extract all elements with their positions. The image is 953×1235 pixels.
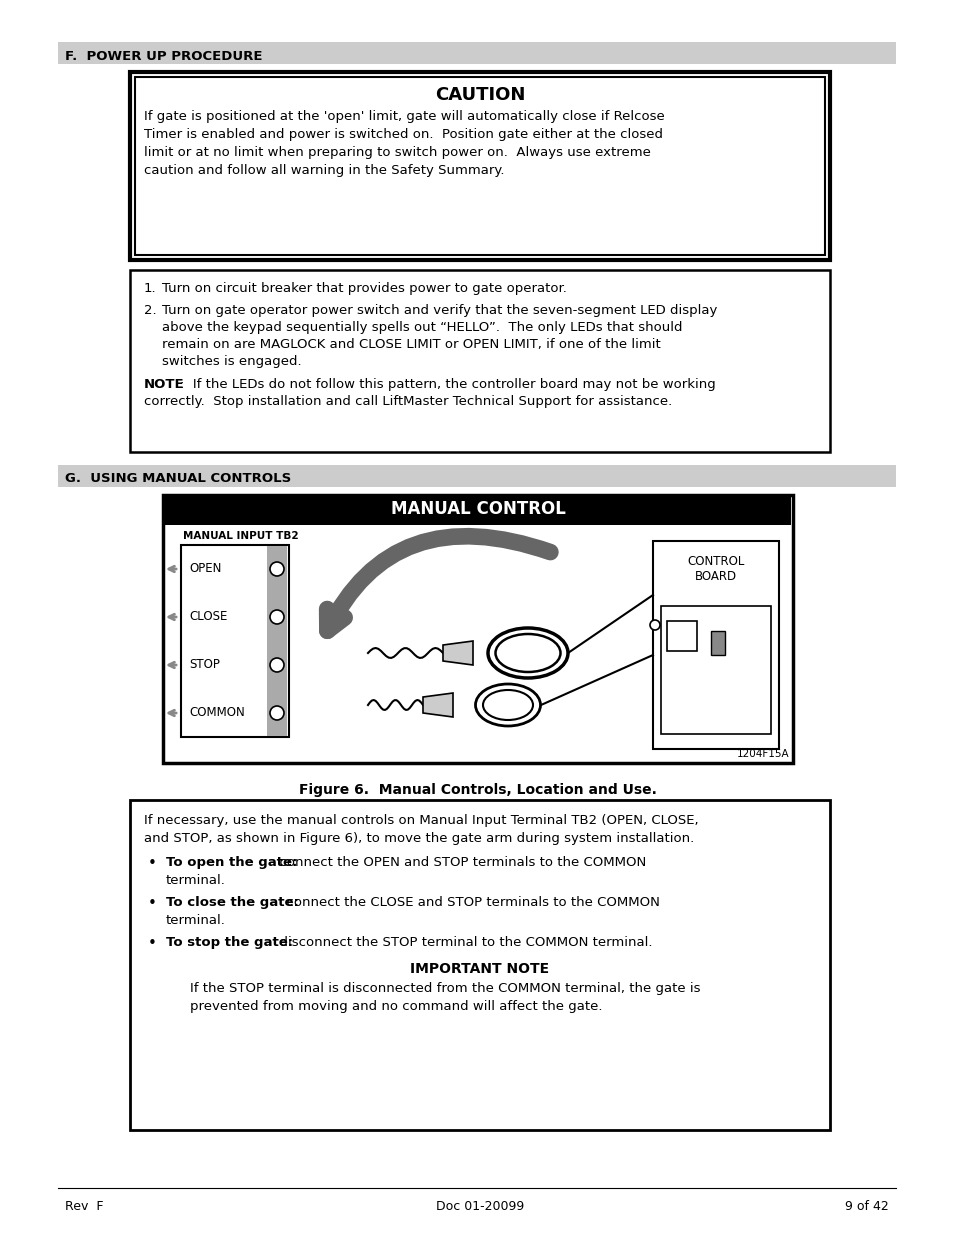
Circle shape xyxy=(270,658,284,672)
Ellipse shape xyxy=(482,690,533,720)
Text: CLOSE: CLOSE xyxy=(189,610,227,624)
Polygon shape xyxy=(442,641,473,664)
Text: IMPORTANT NOTE: IMPORTANT NOTE xyxy=(410,962,549,976)
Bar xyxy=(181,545,289,737)
Polygon shape xyxy=(422,693,453,718)
Text: If the STOP terminal is disconnected from the COMMON terminal, the gate is: If the STOP terminal is disconnected fro… xyxy=(190,982,700,995)
Text: Rev  F: Rev F xyxy=(65,1200,103,1213)
Text: Turn on gate operator power switch and verify that the seven-segment LED display: Turn on gate operator power switch and v… xyxy=(162,304,717,317)
Text: G.  USING MANUAL CONTROLS: G. USING MANUAL CONTROLS xyxy=(65,473,291,485)
Text: 1204F15A: 1204F15A xyxy=(736,748,788,760)
Text: prevented from moving and no command will affect the gate.: prevented from moving and no command wil… xyxy=(190,1000,602,1013)
Text: If necessary, use the manual controls on Manual Input Terminal TB2 (OPEN, CLOSE,: If necessary, use the manual controls on… xyxy=(144,814,698,827)
Text: •: • xyxy=(148,856,156,871)
Bar xyxy=(130,270,829,452)
Text: :  If the LEDs do not follow this pattern, the controller board may not be worki: : If the LEDs do not follow this pattern… xyxy=(180,378,715,391)
Text: •: • xyxy=(148,936,156,951)
Text: To open the gate:: To open the gate: xyxy=(166,856,297,869)
Bar xyxy=(165,496,790,525)
Text: To stop the gate:: To stop the gate: xyxy=(166,936,293,948)
Text: connect the CLOSE and STOP terminals to the COMMON: connect the CLOSE and STOP terminals to … xyxy=(277,897,659,909)
Bar xyxy=(130,72,829,261)
Text: STOP: STOP xyxy=(189,658,219,672)
Text: •: • xyxy=(148,897,156,911)
Text: COMMON: COMMON xyxy=(189,706,245,720)
Text: switches is engaged.: switches is engaged. xyxy=(162,354,301,368)
Bar xyxy=(58,42,895,64)
Circle shape xyxy=(270,562,284,576)
Bar xyxy=(710,631,724,655)
Text: F.  POWER UP PROCEDURE: F. POWER UP PROCEDURE xyxy=(65,49,262,63)
Text: connect the OPEN and STOP terminals to the COMMON: connect the OPEN and STOP terminals to t… xyxy=(271,856,646,869)
Bar xyxy=(58,466,895,487)
Text: terminal.: terminal. xyxy=(166,914,226,927)
Ellipse shape xyxy=(495,634,560,672)
Bar xyxy=(163,495,792,763)
Text: NOTE: NOTE xyxy=(144,378,185,391)
Text: MANUAL CONTROL: MANUAL CONTROL xyxy=(390,500,565,517)
Bar xyxy=(710,631,724,655)
Text: above the keypad sequentially spells out “HELLO”.  The only LEDs that should: above the keypad sequentially spells out… xyxy=(162,321,681,333)
Text: Timer is enabled and power is switched on.  Position gate either at the closed: Timer is enabled and power is switched o… xyxy=(144,128,662,141)
Text: CONTROL
BOARD: CONTROL BOARD xyxy=(686,555,744,583)
Bar xyxy=(135,77,824,254)
Text: CAUTION: CAUTION xyxy=(435,86,525,104)
Bar xyxy=(267,546,287,736)
Text: 9 of 42: 9 of 42 xyxy=(844,1200,888,1213)
Circle shape xyxy=(649,620,659,630)
Text: terminal.: terminal. xyxy=(166,874,226,887)
Text: remain on are MAGLOCK and CLOSE LIMIT or OPEN LIMIT, if one of the limit: remain on are MAGLOCK and CLOSE LIMIT or… xyxy=(162,338,660,351)
Circle shape xyxy=(270,610,284,624)
Text: OPEN: OPEN xyxy=(189,562,221,576)
Text: disconnect the STOP terminal to the COMMON terminal.: disconnect the STOP terminal to the COMM… xyxy=(271,936,652,948)
Text: correctly.  Stop installation and call LiftMaster Technical Support for assistan: correctly. Stop installation and call Li… xyxy=(144,395,672,408)
Text: To close the gate:: To close the gate: xyxy=(166,897,298,909)
Text: Turn on circuit breaker that provides power to gate operator.: Turn on circuit breaker that provides po… xyxy=(162,282,566,295)
Text: limit or at no limit when preparing to switch power on.  Always use extreme: limit or at no limit when preparing to s… xyxy=(144,146,650,159)
Circle shape xyxy=(270,706,284,720)
Text: MANUAL INPUT TB2: MANUAL INPUT TB2 xyxy=(183,531,298,541)
Text: Doc 01-20099: Doc 01-20099 xyxy=(436,1200,523,1213)
Text: and STOP, as shown in Figure 6), to move the gate arm during system installation: and STOP, as shown in Figure 6), to move… xyxy=(144,832,694,845)
Text: 2.: 2. xyxy=(144,304,156,317)
Text: Figure 6.  Manual Controls, Location and Use.: Figure 6. Manual Controls, Location and … xyxy=(298,783,657,797)
Bar xyxy=(666,621,697,651)
Text: 1.: 1. xyxy=(144,282,156,295)
Text: caution and follow all warning in the Safety Summary.: caution and follow all warning in the Sa… xyxy=(144,164,504,177)
Bar xyxy=(660,606,770,734)
Text: If gate is positioned at the 'open' limit, gate will automatically close if Relc: If gate is positioned at the 'open' limi… xyxy=(144,110,664,124)
Bar xyxy=(652,541,779,748)
Bar xyxy=(130,800,829,1130)
